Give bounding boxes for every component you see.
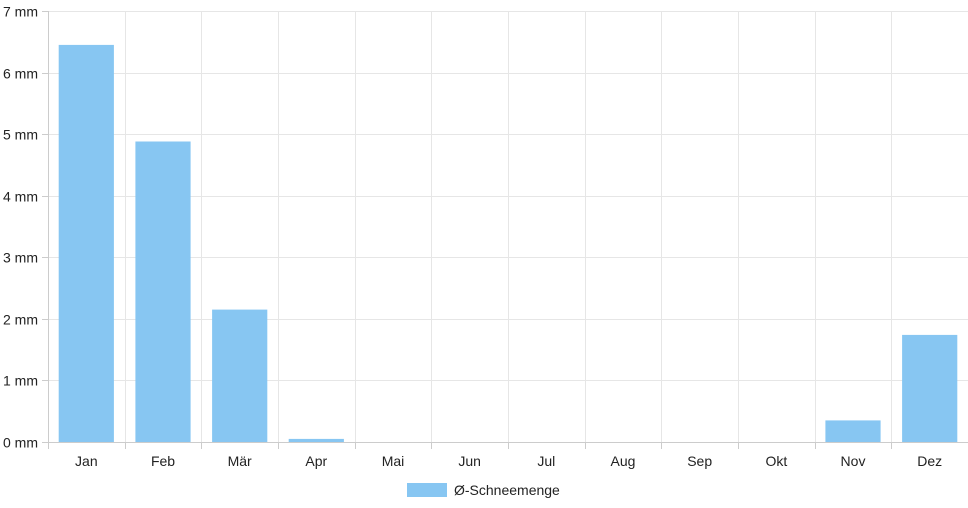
bars (58, 44, 958, 443)
x-tick-label: Jun (458, 453, 481, 469)
y-tick-label: 7 mm (3, 4, 38, 20)
bar-mär[interactable] (212, 309, 268, 442)
x-tick-label: Feb (151, 453, 175, 469)
x-tick-label: Apr (305, 453, 327, 469)
bar-feb[interactable] (135, 141, 191, 443)
legend[interactable]: Ø-Schneemenge (407, 482, 560, 498)
bar-jan[interactable] (58, 44, 114, 443)
x-tick-label: Aug (611, 453, 636, 469)
y-tick-label: 1 mm (3, 373, 38, 389)
bar-dez[interactable] (902, 334, 958, 442)
legend-swatch[interactable] (407, 483, 447, 497)
grid (42, 11, 968, 449)
x-tick-label: Okt (765, 453, 787, 469)
x-tick-label: Nov (841, 453, 866, 469)
y-tick-label: 6 mm (3, 66, 38, 82)
axes: 0 mm 1 mm 2 mm 3 mm 4 mm 5 mm 6 mm 7 mm Jan Feb Mä… (3, 4, 968, 469)
y-tick-label: 0 mm (3, 435, 38, 451)
legend-label[interactable]: Ø-Schneemenge (454, 482, 560, 498)
x-tick-label: Mai (382, 453, 405, 469)
y-tick-label: 2 mm (3, 312, 38, 328)
y-tick-label: 5 mm (3, 127, 38, 143)
x-tick-label: Dez (917, 453, 942, 469)
x-tick-label: Sep (687, 453, 712, 469)
bar-apr[interactable] (288, 438, 344, 442)
y-tick-label: 4 mm (3, 189, 38, 205)
x-tick-label: Jan (75, 453, 98, 469)
y-tick-label: 3 mm (3, 250, 38, 266)
bar-nov[interactable] (825, 420, 881, 442)
x-tick-label: Mär (228, 453, 252, 469)
x-tick-label: Jul (537, 453, 555, 469)
